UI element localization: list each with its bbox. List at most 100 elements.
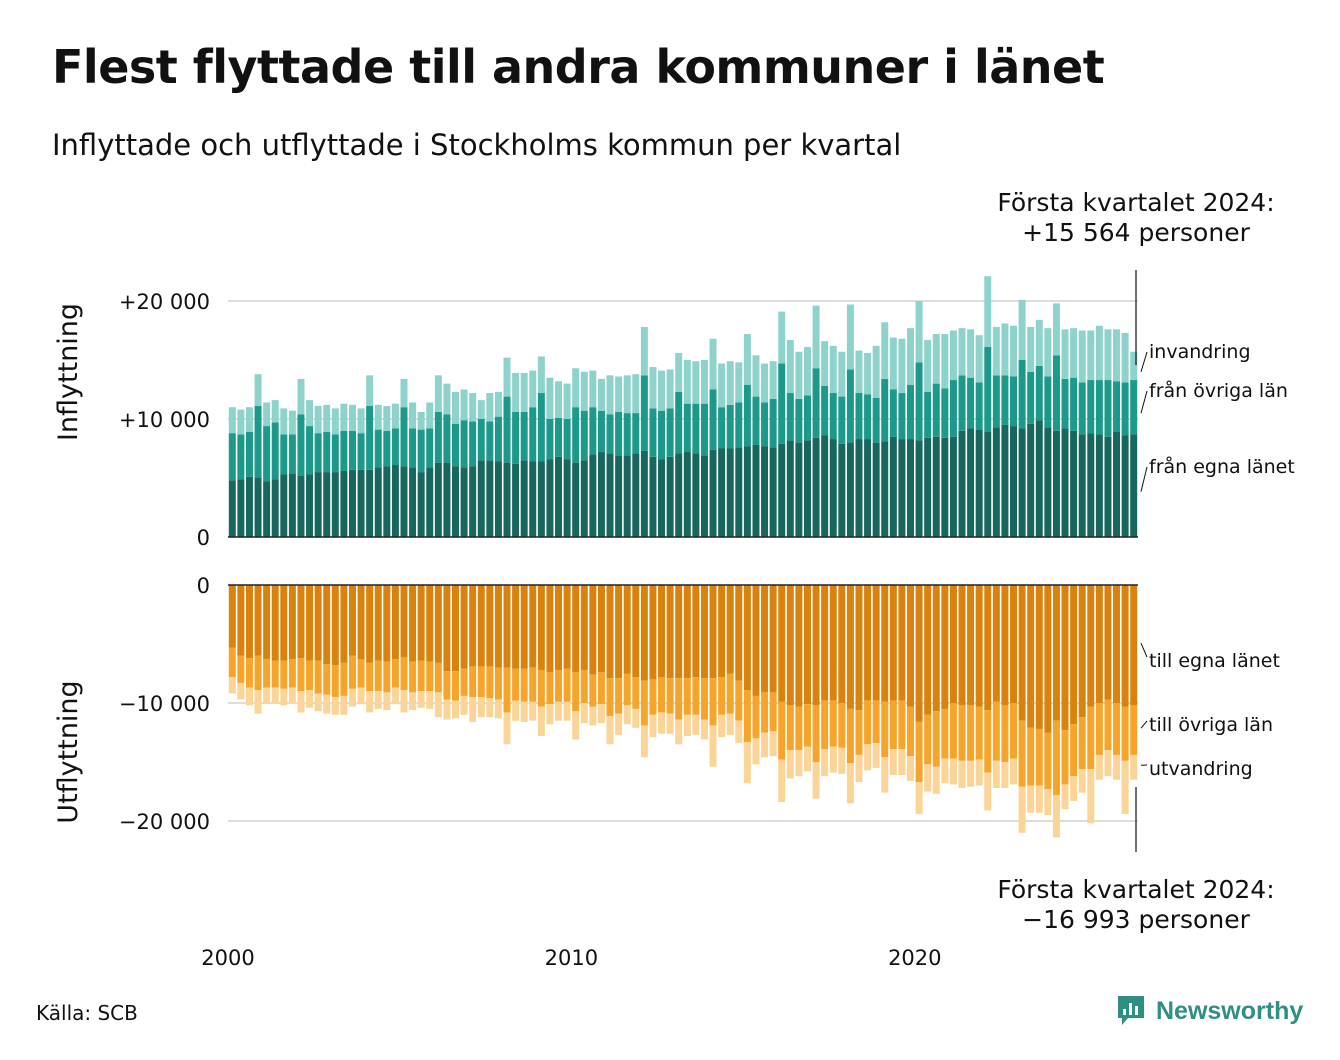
bar-out-utvandring — [314, 693, 322, 712]
bar-out-ovriga — [752, 695, 760, 739]
bar-in-invandring — [357, 408, 365, 434]
bar-in-ovriga — [529, 407, 537, 462]
bar-in-egna — [469, 466, 477, 537]
bar-in-ovriga — [1044, 376, 1052, 428]
callout-bottom: Första kvartalet 2024: −16 993 personer — [926, 875, 1340, 935]
bar-out-egna — [786, 585, 794, 706]
bar-in-egna — [1061, 428, 1069, 537]
bar-out-egna — [915, 585, 923, 722]
bar-in-ovriga — [967, 377, 975, 429]
bar-in-ovriga — [812, 368, 820, 438]
bar-in-invandring — [958, 328, 966, 376]
bar-out-ovriga — [958, 705, 966, 761]
bar-out-egna — [898, 585, 906, 701]
bar-in-ovriga — [280, 434, 288, 475]
bar-out-egna — [1104, 585, 1112, 700]
bar-out-utvandring — [675, 719, 683, 745]
bar-out-ovriga — [409, 661, 417, 693]
logo-text: Newsworthy — [1156, 996, 1304, 1025]
bar-in-invandring — [245, 407, 253, 432]
bar-in-invandring — [984, 276, 992, 348]
bar-in-invandring — [426, 402, 434, 429]
bar-in-egna — [778, 443, 786, 537]
bar-out-ovriga — [666, 678, 674, 714]
bar-out-egna — [838, 585, 846, 703]
bar-in-invandring — [555, 381, 563, 418]
bar-in-invandring — [1018, 299, 1026, 360]
bar-in-ovriga — [443, 414, 451, 463]
bar-in-egna — [649, 456, 657, 537]
bar-in-egna — [460, 467, 468, 537]
bar-out-utvandring — [323, 694, 331, 714]
bar-out-egna — [683, 585, 691, 679]
bar-out-utvandring — [881, 757, 889, 793]
bar-out-utvandring — [786, 750, 794, 779]
bar-out-egna — [580, 585, 588, 670]
bar-in-invandring — [812, 305, 820, 369]
bar-out-egna — [795, 585, 803, 707]
bar-in-invandring — [486, 393, 494, 422]
bar-out-utvandring — [1052, 795, 1060, 838]
bar-out-utvandring — [778, 759, 786, 803]
bar-out-ovriga — [228, 647, 236, 678]
bar-in-ovriga — [434, 411, 442, 463]
bar-in-ovriga — [314, 433, 322, 473]
bar-in-ovriga — [348, 430, 356, 470]
bar-out-utvandring — [726, 713, 734, 735]
bar-out-ovriga — [245, 658, 253, 688]
bar-in-invandring — [666, 369, 674, 409]
bar-out-egna — [366, 585, 374, 663]
bar-in-egna — [1113, 431, 1121, 537]
bar-out-utvandring — [417, 691, 425, 708]
series-leader-top — [1140, 351, 1148, 373]
bar-out-utvandring — [1121, 760, 1129, 814]
bar-out-utvandring — [743, 741, 751, 784]
bar-in-invandring — [726, 361, 734, 405]
bar-in-ovriga — [477, 419, 485, 461]
bar-out-egna — [503, 585, 511, 668]
bar-in-ovriga — [889, 389, 897, 437]
bar-out-ovriga — [700, 678, 708, 720]
bar-in-ovriga — [872, 397, 880, 443]
bar-in-ovriga — [915, 362, 923, 441]
bar-in-ovriga — [546, 419, 554, 460]
bar-in-egna — [958, 430, 966, 537]
bar-in-ovriga — [228, 433, 236, 481]
bar-out-ovriga — [563, 668, 571, 702]
bar-out-egna — [1130, 585, 1138, 706]
bar-in-egna — [374, 467, 382, 537]
bar-in-ovriga — [1052, 355, 1060, 431]
bar-in-ovriga — [400, 407, 408, 467]
y-tick-label-bottom: −10 000 — [119, 692, 210, 716]
bar-in-ovriga — [503, 396, 511, 463]
bar-in-invandring — [761, 363, 769, 403]
bar-in-egna — [786, 440, 794, 537]
bar-out-ovriga — [683, 678, 691, 715]
bar-in-invandring — [452, 391, 459, 424]
axis-layer: 0 +10 000 +20 000 0 −10 000 −20 000 Inflyttnin… — [53, 270, 1138, 970]
bar-out-utvandring — [623, 705, 631, 725]
bar-out-egna — [520, 585, 528, 669]
bar-in-ovriga — [743, 384, 751, 447]
bar-in-egna — [537, 461, 545, 537]
bar-out-utvandring — [245, 687, 253, 706]
bar-out-egna — [280, 585, 288, 661]
bar-in-ovriga — [821, 385, 829, 436]
bar-out-utvandring — [932, 766, 940, 794]
bar-out-egna — [812, 585, 820, 706]
bar-out-egna — [692, 585, 700, 678]
bar-in-invandring — [975, 335, 983, 383]
bar-out-egna — [726, 585, 734, 674]
bar-out-utvandring — [477, 697, 485, 718]
bar-out-utvandring — [494, 699, 502, 719]
bar-out-ovriga — [846, 708, 854, 764]
bar-out-ovriga — [1061, 730, 1069, 785]
bar-in-invandring — [520, 372, 528, 412]
bar-out-egna — [271, 585, 279, 661]
bar-in-egna — [924, 437, 932, 537]
bar-in-ovriga — [426, 428, 434, 468]
bar-in-egna — [1027, 423, 1035, 537]
bar-out-utvandring — [666, 713, 674, 734]
bar-out-egna — [761, 585, 769, 693]
bar-out-ovriga — [452, 671, 459, 701]
